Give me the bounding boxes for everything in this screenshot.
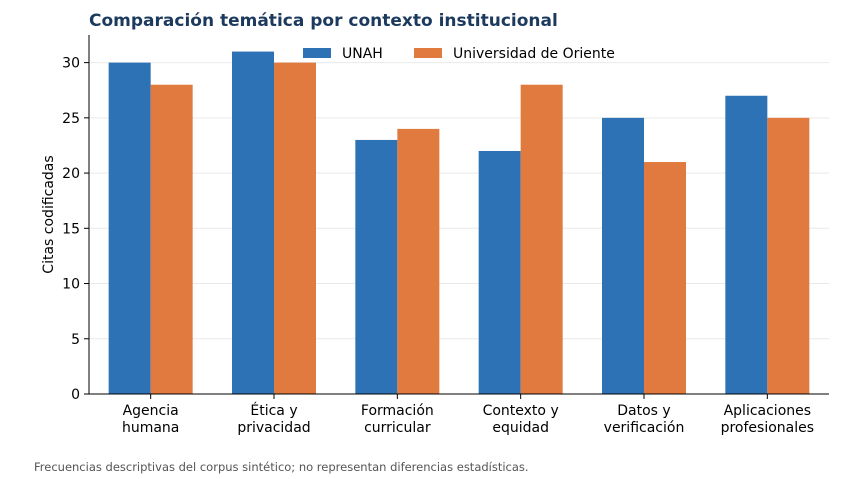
y-tick-label: 30: [62, 56, 80, 72]
x-tick-label: Contexto y equidad: [483, 403, 559, 436]
x-tick-label: Datos y verificación: [604, 403, 685, 436]
x-tick-label-line: verificación: [604, 420, 685, 436]
x-tick-label-line: Formación: [361, 403, 434, 419]
x-tick-label-line: Aplicaciones: [724, 403, 811, 419]
bar-oriente: [644, 162, 686, 394]
bar-unah: [108, 62, 151, 394]
x-tick-label: Agencia humana: [122, 403, 179, 436]
y-tick-label: 0: [71, 387, 80, 403]
x-tick-label: Formación curricular: [361, 403, 434, 436]
y-tick-label: 25: [62, 111, 80, 127]
x-tick-label: Aplicaciones profesionales: [721, 403, 814, 436]
footnote: Frecuencias descriptivas del corpus sint…: [34, 460, 529, 474]
bar-unah: [602, 117, 644, 394]
y-tick-label: 10: [62, 277, 80, 293]
x-tick-label-line: Contexto y: [483, 403, 559, 419]
x-tick-label-line: Ética y: [250, 402, 297, 419]
x-tick-label-line: Agencia: [123, 403, 179, 419]
x-tick-label-line: Datos y: [617, 403, 670, 419]
bar-oriente: [767, 117, 810, 394]
bar-oriente: [520, 84, 563, 394]
x-tick-label-line: equidad: [492, 420, 549, 436]
bar-oriente: [397, 128, 440, 394]
legend-label-unah: UNAH: [342, 46, 383, 62]
legend-label-oriente: Universidad de Oriente: [453, 46, 615, 62]
y-axis-label: Citas codificadas: [41, 155, 57, 273]
y-tick-label: 15: [62, 221, 80, 237]
y-tick-label: 5: [71, 332, 80, 348]
x-tick-label: Ética y privacidad: [237, 402, 310, 436]
x-tick-label-line: curricular: [364, 420, 431, 436]
x-tick-label-line: privacidad: [237, 420, 310, 436]
x-tick-label-line: humana: [122, 420, 179, 436]
legend-swatch-unah: [303, 48, 331, 58]
bar-unah: [725, 95, 768, 394]
chart-title: Comparación temática por contexto instit…: [89, 11, 558, 31]
bar-unah: [355, 139, 398, 394]
x-tick-label-line: profesionales: [721, 420, 814, 436]
bar-oriente: [274, 62, 316, 394]
bar-unah: [232, 51, 274, 395]
bar-oriente: [150, 84, 193, 394]
bar-unah: [478, 150, 521, 394]
y-tick-label: 20: [62, 166, 80, 182]
legend-swatch-oriente: [414, 48, 442, 58]
